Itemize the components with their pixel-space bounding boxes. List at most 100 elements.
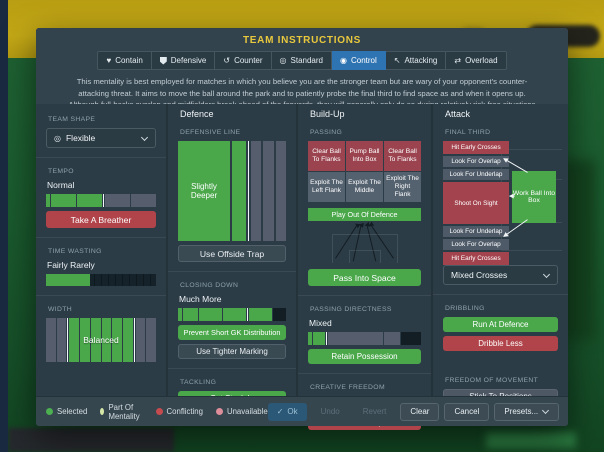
background-bottom-panel-blur bbox=[8, 428, 174, 452]
clear-ball-to-flanks-cell[interactable]: Clear Ball To Flanks bbox=[384, 141, 421, 171]
retain-possession-button[interactable]: Retain Possession bbox=[308, 349, 421, 364]
footer-buttons: ✓ Ok Undo Revert Clear Cancel Presets... bbox=[267, 402, 560, 421]
work-ball-into-box-button[interactable]: Work Ball Into Box bbox=[512, 171, 556, 223]
legend-part-of-mentality: Part Of Mentality bbox=[100, 403, 142, 421]
team-shape-dropdown[interactable]: ◎ Flexible bbox=[46, 128, 156, 148]
closing-down-value: Much More bbox=[179, 294, 222, 304]
presets-label: Presets... bbox=[504, 407, 539, 416]
width-segment bbox=[101, 318, 112, 362]
presets-button[interactable]: Presets... bbox=[494, 402, 560, 421]
hit-early-crosses-cell[interactable]: Hit Early Crosses bbox=[443, 252, 509, 265]
prevent-short-gk-distribution-button[interactable]: Prevent Short GK Distribution bbox=[178, 325, 286, 340]
closing-down-slider[interactable] bbox=[178, 308, 286, 321]
tab-overload[interactable]: ⇄ Overload bbox=[446, 51, 507, 70]
tab-control[interactable]: ◉ Control bbox=[331, 51, 386, 70]
take-a-breather-button[interactable]: Take A Breather bbox=[46, 211, 156, 228]
tab-label: Overload bbox=[465, 56, 498, 65]
divider bbox=[298, 373, 431, 374]
run-at-defence-button[interactable]: Run At Defence bbox=[443, 317, 558, 332]
general-column: TEAM SHAPE ◎ Flexible TEMPO Normal Take … bbox=[36, 104, 166, 396]
dialog-footer: Selected Part Of Mentality Conflicting U… bbox=[36, 396, 568, 426]
tab-label: Standard bbox=[290, 56, 323, 65]
passing-directness-slider[interactable] bbox=[308, 332, 421, 345]
tempo-label: TEMPO bbox=[48, 168, 74, 175]
clear-ball-to-flanks-cell[interactable]: Clear Ball To Flanks bbox=[308, 141, 345, 171]
tab-label: Control bbox=[350, 56, 377, 65]
defensive-line-segment bbox=[251, 141, 262, 241]
tab-defensive[interactable]: Defensive bbox=[151, 51, 216, 70]
time-wasting-slider[interactable] bbox=[46, 274, 156, 286]
tempo-slider[interactable] bbox=[46, 194, 156, 207]
clear-button[interactable]: Clear bbox=[400, 402, 440, 421]
tab-attacking[interactable]: ↖ Attacking bbox=[385, 51, 447, 70]
width-segment bbox=[69, 318, 80, 362]
standard-target-icon: ◎ bbox=[279, 55, 287, 65]
slider-segment bbox=[249, 308, 272, 321]
tackling-label: TACKLING bbox=[180, 379, 217, 386]
legend-label: Conflicting bbox=[166, 407, 203, 416]
look-for-underlap-cell[interactable]: Look For Underlap bbox=[443, 226, 509, 237]
instruction-columns: TEAM SHAPE ◎ Flexible TEMPO Normal Take … bbox=[36, 104, 568, 430]
slider-segment bbox=[223, 308, 246, 321]
attacking-arrow-icon: ↖ bbox=[393, 55, 401, 65]
divider bbox=[36, 157, 166, 158]
divider bbox=[36, 295, 166, 296]
tab-label: Attacking bbox=[404, 56, 438, 65]
slider-segment bbox=[105, 194, 130, 207]
cancel-button[interactable]: Cancel bbox=[444, 402, 490, 421]
crossing-value: Mixed Crosses bbox=[451, 270, 508, 280]
slider-marker bbox=[133, 318, 135, 362]
exploit-middle-cell[interactable]: Exploit The Middle bbox=[346, 172, 383, 202]
counter-rotate-icon: ↺ bbox=[223, 55, 231, 65]
team-shape-label: TEAM SHAPE bbox=[48, 116, 96, 123]
crossing-dropdown[interactable]: Mixed Crosses bbox=[443, 265, 558, 285]
legend-label: Unavailable bbox=[226, 407, 268, 416]
slider-segment bbox=[328, 332, 383, 345]
tab-standard[interactable]: ◎ Standard bbox=[271, 51, 332, 70]
look-for-underlap-cell[interactable]: Look For Underlap bbox=[443, 169, 509, 180]
play-out-of-defence-button[interactable]: Play Out Of Defence bbox=[308, 208, 421, 221]
defensive-shield-icon bbox=[159, 56, 167, 65]
width-slider[interactable]: Balanced bbox=[46, 318, 157, 362]
divider bbox=[433, 294, 568, 295]
use-offside-trap-button[interactable]: Use Offside Trap bbox=[178, 245, 286, 262]
pass-into-space-button[interactable]: Pass Into Space bbox=[308, 269, 421, 286]
legend-label: Part Of Mentality bbox=[108, 402, 140, 421]
width-segment bbox=[46, 318, 56, 362]
final-third-options: Hit Early Crosses Look For Overlap Look … bbox=[443, 141, 509, 265]
defensive-line-segment bbox=[263, 141, 274, 241]
defensive-line-slider[interactable]: Slightly Deeper bbox=[178, 141, 286, 241]
contain-heart-icon: ♥ bbox=[106, 55, 112, 65]
slider-fill bbox=[46, 274, 90, 286]
passing-directness-label: PASSING DIRECTNESS bbox=[310, 306, 392, 313]
exploit-left-flank-cell[interactable]: Exploit The Left Flank bbox=[308, 172, 345, 202]
tempo-value: Normal bbox=[47, 180, 75, 190]
pump-ball-into-box-cell[interactable]: Pump Ball Into Box bbox=[346, 141, 383, 171]
passing-directness-value: Mixed bbox=[309, 318, 332, 328]
mentality-tabs: ♥ Contain Defensive ↺ Counter ◎ Standard… bbox=[36, 51, 568, 70]
hit-early-crosses-cell[interactable]: Hit Early Crosses bbox=[443, 141, 509, 154]
tab-counter[interactable]: ↺ Counter bbox=[215, 51, 272, 70]
legend-label: Selected bbox=[57, 407, 88, 416]
ok-button[interactable]: ✓ Ok bbox=[267, 402, 307, 421]
final-third-label: FINAL THIRD bbox=[445, 129, 491, 136]
legend-unavailable: Unavailable bbox=[215, 407, 268, 416]
slider-segment bbox=[183, 308, 198, 321]
tab-contain[interactable]: ♥ Contain bbox=[97, 51, 152, 70]
slider-segment bbox=[199, 308, 222, 321]
shoot-on-sight-cell[interactable]: Shoot On Sight bbox=[443, 182, 509, 224]
unavailable-dot-icon bbox=[215, 408, 223, 415]
use-tighter-marking-button[interactable]: Use Tighter Marking bbox=[178, 344, 286, 359]
control-ball-icon: ◉ bbox=[339, 55, 347, 65]
divider bbox=[36, 237, 166, 238]
dribble-less-button[interactable]: Dribble Less bbox=[443, 336, 558, 351]
exploit-right-flank-cell[interactable]: Exploit The Right Flank bbox=[384, 172, 421, 202]
attack-header: Attack bbox=[445, 109, 471, 119]
legend: Selected Part Of Mentality Conflicting U… bbox=[46, 403, 268, 421]
revert-button[interactable]: Revert bbox=[362, 407, 387, 416]
look-for-overlap-cell[interactable]: Look For Overlap bbox=[443, 239, 509, 250]
look-for-overlap-cell[interactable]: Look For Overlap bbox=[443, 156, 509, 167]
undo-button[interactable]: Undo bbox=[320, 407, 340, 416]
slider-segment bbox=[384, 332, 400, 345]
attack-column: Attack FINAL THIRD Hit Early Crosses Loo… bbox=[431, 104, 568, 423]
